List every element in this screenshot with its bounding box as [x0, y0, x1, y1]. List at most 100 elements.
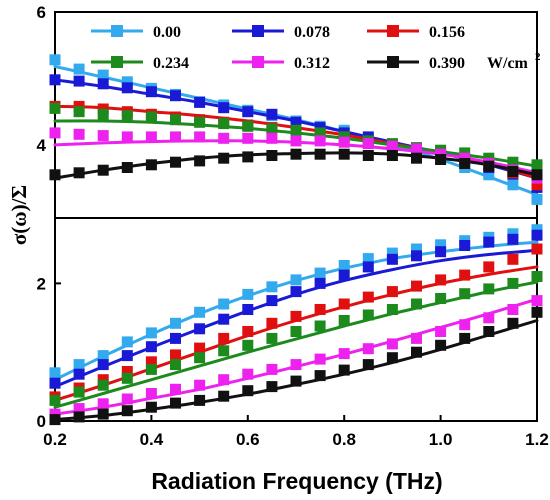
series-1-bottom-marker [483, 236, 495, 248]
series-3-bottom-marker [459, 288, 471, 300]
series-4-top-marker [242, 132, 254, 144]
series-4-bottom-marker [73, 403, 85, 415]
series-3-bottom-marker [435, 293, 447, 304]
series-1-bottom-marker [362, 261, 374, 273]
series-0-bottom-marker [145, 327, 157, 339]
series-3-top-marker [218, 118, 230, 130]
series-1-bottom-marker [170, 332, 181, 344]
series-2-bottom-marker [362, 291, 374, 303]
series-5-top-marker [170, 156, 181, 168]
series-1-bottom-marker [411, 250, 422, 262]
series-4-bottom-marker [290, 359, 302, 371]
series-3-top-marker [266, 123, 278, 135]
series-3-bottom-marker [411, 298, 422, 310]
series-4-bottom-marker [386, 338, 398, 350]
series-5-top-marker [411, 152, 422, 164]
legend-label-1: 0.078 [294, 24, 330, 41]
series-3-top-marker [290, 124, 302, 136]
series-1-top-marker [290, 116, 302, 128]
series-1-bottom-marker [73, 368, 85, 380]
series-2-bottom-marker [411, 280, 422, 292]
series-1-bottom-marker [314, 277, 326, 289]
series-1-bottom-marker [242, 304, 254, 315]
series-4-bottom-marker [97, 398, 109, 410]
series-5-bottom-marker [194, 394, 206, 406]
series-5-bottom-marker [266, 381, 278, 393]
legend-label-3: 0.234 [153, 55, 189, 72]
legend-marker-0 [111, 25, 123, 37]
series-5-bottom-marker [121, 405, 133, 417]
series-0-top-marker [49, 54, 61, 66]
series-5-top-marker [121, 162, 133, 173]
series-2-bottom-marker [290, 310, 302, 322]
series-4-bottom-marker [507, 304, 519, 315]
series-1-bottom-marker [49, 377, 61, 389]
series-0-bottom-marker [170, 317, 181, 329]
series-1-top-marker [266, 108, 278, 120]
series-1-bottom-marker [386, 253, 398, 265]
series-1-bottom-marker [145, 341, 157, 353]
series-4-bottom-marker [362, 343, 374, 355]
series-1-bottom-marker [194, 323, 206, 335]
series-4-top-marker [194, 131, 206, 143]
series-3-bottom-marker [531, 271, 543, 282]
y-tick-label: 4 [37, 136, 47, 155]
series-5-top-marker [97, 164, 109, 176]
series-5-bottom-marker [290, 375, 302, 387]
series-4-top-marker [386, 140, 398, 152]
series-2-bottom-marker [218, 332, 230, 344]
series-4-top-marker [49, 127, 61, 139]
series-3-bottom-marker [483, 283, 495, 295]
series-5-top-marker [531, 169, 543, 181]
series-2-bottom-marker [531, 243, 543, 255]
series-3-top-marker [49, 102, 61, 114]
series-4-top-marker [73, 128, 85, 140]
series-2-bottom-marker [266, 317, 278, 329]
series-0-top-marker [507, 179, 519, 191]
series-5-bottom-marker [507, 317, 519, 329]
series-5-bottom-marker [411, 346, 422, 358]
series-3-bottom-marker [242, 339, 254, 351]
series-5-bottom-marker [242, 385, 254, 397]
series-4-bottom-marker [194, 379, 206, 391]
series-3-bottom-marker [170, 359, 181, 371]
series-3-bottom-marker [507, 277, 519, 289]
series-0-bottom-marker [314, 267, 326, 279]
legend-label-4: 0.312 [294, 55, 330, 72]
legend-marker-3 [111, 56, 123, 68]
series-3-top-marker [121, 110, 133, 122]
series-3-top-marker [170, 114, 181, 126]
series-1-top-marker [49, 74, 61, 86]
legend: 0.00 0.078 0.156 0.234 0.312 0.390 W/cm 2 [91, 24, 541, 72]
series-4-top-marker [338, 136, 350, 148]
series-1-bottom-marker [338, 269, 350, 281]
series-3-bottom-marker [218, 345, 230, 357]
series-5-top-marker [507, 166, 519, 177]
series-1-bottom-marker [121, 350, 133, 362]
series-0-bottom-marker [97, 350, 109, 362]
series-5-top-marker [386, 150, 398, 161]
series-1-bottom-marker [435, 246, 447, 258]
series-4-bottom-marker [170, 383, 181, 395]
series-3-bottom-marker [290, 326, 302, 337]
series-1-top-marker [97, 78, 109, 90]
series-4-top-marker [97, 130, 109, 142]
series-0-bottom-marker [266, 281, 278, 293]
series-3-top-marker [97, 108, 109, 120]
series-4-top-marker [121, 131, 133, 143]
series-5-top-marker [435, 154, 447, 165]
series-5-top-marker [218, 152, 230, 164]
tick-labels-layer: 4 6 0 2 0.2 0.4 0.6 0.8 1.0 1.2 [37, 3, 549, 449]
series-4-top-marker [266, 132, 278, 144]
series-0-bottom-marker [194, 306, 206, 318]
series-3-top-marker [194, 116, 206, 128]
series-3-top-marker [507, 156, 519, 168]
series-5-top-marker [49, 169, 61, 181]
series-2-bottom-marker [507, 253, 519, 265]
series-4-top-marker [290, 135, 302, 147]
x-tick-label: 1.0 [429, 430, 453, 449]
series-0-bottom-marker [242, 288, 254, 300]
series-2-bottom-marker [242, 326, 254, 337]
series-5-bottom-marker [435, 339, 447, 351]
series-3-bottom-marker [362, 309, 374, 321]
